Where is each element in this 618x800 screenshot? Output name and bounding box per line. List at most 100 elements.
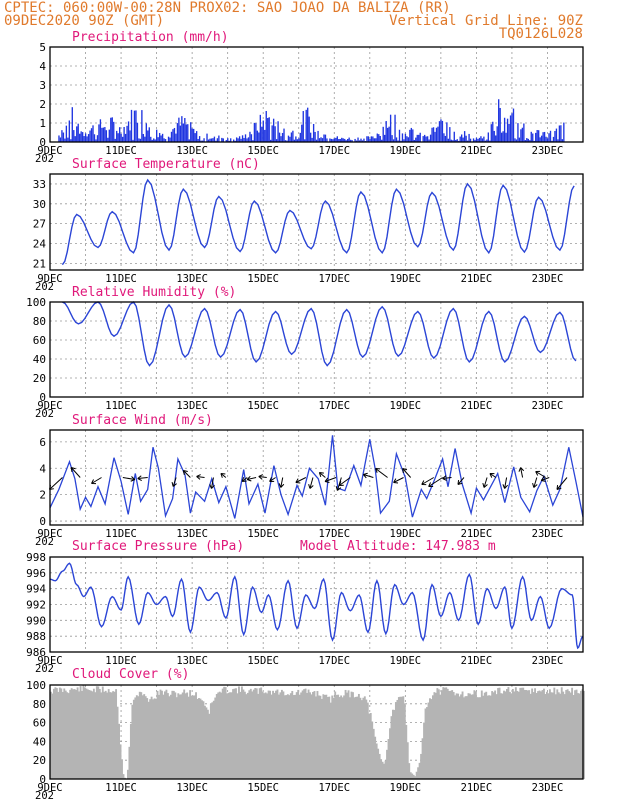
altitude-annotation: Model Altitude: 147.983 m — [300, 539, 496, 554]
precip-bar — [138, 138, 140, 142]
precip-bar — [505, 132, 507, 142]
y-tick-label: 100 — [26, 296, 46, 309]
wind-vector-head — [91, 479, 97, 485]
precip-bar — [216, 138, 219, 142]
cloud-bar — [73, 689, 76, 779]
x-tick-label: 21DEC — [461, 655, 493, 667]
cloud-bar — [369, 713, 372, 779]
precip-bar — [318, 138, 321, 142]
cloud-bar — [319, 695, 322, 779]
precip-bar — [64, 138, 66, 142]
x-tick-label: 202 — [35, 790, 54, 800]
cloud-bar — [439, 694, 442, 779]
x-tick-label: 15DEC — [247, 528, 279, 540]
cloud-bar — [291, 690, 294, 779]
cloud-bar — [386, 749, 388, 779]
cloud-bar — [537, 691, 539, 779]
precip-bar — [153, 138, 155, 142]
cloud-bar — [223, 686, 226, 779]
cloud-bar — [473, 690, 476, 779]
precip-bar — [74, 136, 76, 142]
cloud-bar — [218, 691, 221, 779]
cloud-bar — [577, 693, 579, 779]
precip-bar — [349, 139, 352, 142]
precip-bar — [169, 137, 171, 142]
precip-bar — [333, 138, 336, 142]
precip-bar — [398, 129, 401, 142]
cloud-bar — [198, 698, 200, 779]
wind-vector-head — [241, 477, 247, 482]
cloud-bar — [368, 713, 371, 779]
cloud-bar — [195, 692, 197, 779]
wind-vector-head — [295, 478, 301, 484]
precip-bar — [381, 139, 383, 142]
cloud-bar — [138, 691, 141, 779]
cloud-bar — [235, 688, 237, 779]
precip-bar — [272, 118, 275, 142]
cloud-bar — [155, 698, 157, 779]
precip-bar — [127, 121, 130, 142]
precip-bars — [58, 99, 565, 142]
precip-bar — [354, 138, 356, 142]
x-tick-label: 15DEC — [247, 782, 279, 794]
precip-bar — [472, 138, 475, 142]
precip-bar — [304, 139, 306, 142]
cloud-bar — [406, 742, 409, 779]
cloud-bar — [203, 705, 206, 779]
precip-bar — [455, 139, 457, 142]
precip-bar — [289, 136, 291, 142]
wind-speed-line — [49, 435, 584, 519]
precip-bar — [351, 140, 353, 142]
precip-bar — [539, 137, 541, 142]
precip-bar — [197, 138, 199, 142]
x-tick-label: 9DEC — [37, 528, 62, 540]
x-tick-label: 19DEC — [390, 782, 422, 794]
wind-vector — [220, 473, 227, 478]
precip-bar — [329, 138, 331, 142]
cloud-bar — [137, 696, 140, 779]
precip-bar — [240, 138, 242, 142]
cloud-bar — [55, 688, 58, 779]
precip-bar — [413, 139, 415, 142]
cloud-bar — [323, 694, 326, 779]
y-tick-label: 30 — [33, 198, 46, 211]
precip-bar — [123, 126, 125, 142]
x-tick-label: 11DEC — [105, 655, 137, 667]
x-tick-label: 202 — [35, 663, 54, 675]
precip-bar — [312, 123, 315, 142]
cloud-bar — [545, 691, 548, 779]
precip-bar — [444, 135, 447, 142]
x-tick-label: 202 — [35, 153, 54, 165]
cloud-bar — [63, 688, 66, 779]
precip-bar — [548, 133, 550, 142]
precip-bar — [124, 133, 127, 142]
cloud-bar — [282, 691, 285, 779]
cloud-bar — [267, 690, 270, 779]
wind-vector-head — [338, 481, 344, 486]
precip-bar — [203, 138, 205, 142]
cloud-bar — [331, 695, 334, 779]
cloud-bar — [583, 690, 585, 779]
y-tick-label: 2 — [39, 489, 46, 502]
cloud-bar — [523, 689, 526, 779]
cloud-bar — [81, 690, 83, 779]
precip-bar — [135, 110, 137, 142]
precip-bar — [493, 130, 495, 142]
precip-bar — [339, 138, 341, 142]
header-grid-line: Vertical Grid Line: 90Z — [389, 13, 583, 29]
wind-vector — [535, 471, 546, 478]
precip-bar — [292, 130, 294, 142]
cloud-bar — [489, 695, 492, 779]
precip-bar — [346, 138, 349, 142]
precip-bar — [71, 107, 73, 142]
precip-bar — [262, 120, 264, 142]
cloud-bar — [424, 708, 427, 779]
cloud-bar — [575, 689, 578, 779]
cloud-bar — [116, 706, 119, 779]
pressure-title: Surface Pressure (hPa) — [72, 539, 244, 554]
cloud-bar — [565, 689, 568, 779]
cloud-bar — [113, 691, 116, 779]
wind-vector — [269, 477, 276, 482]
cloud-bar — [349, 697, 351, 779]
panel-frame — [49, 684, 584, 780]
